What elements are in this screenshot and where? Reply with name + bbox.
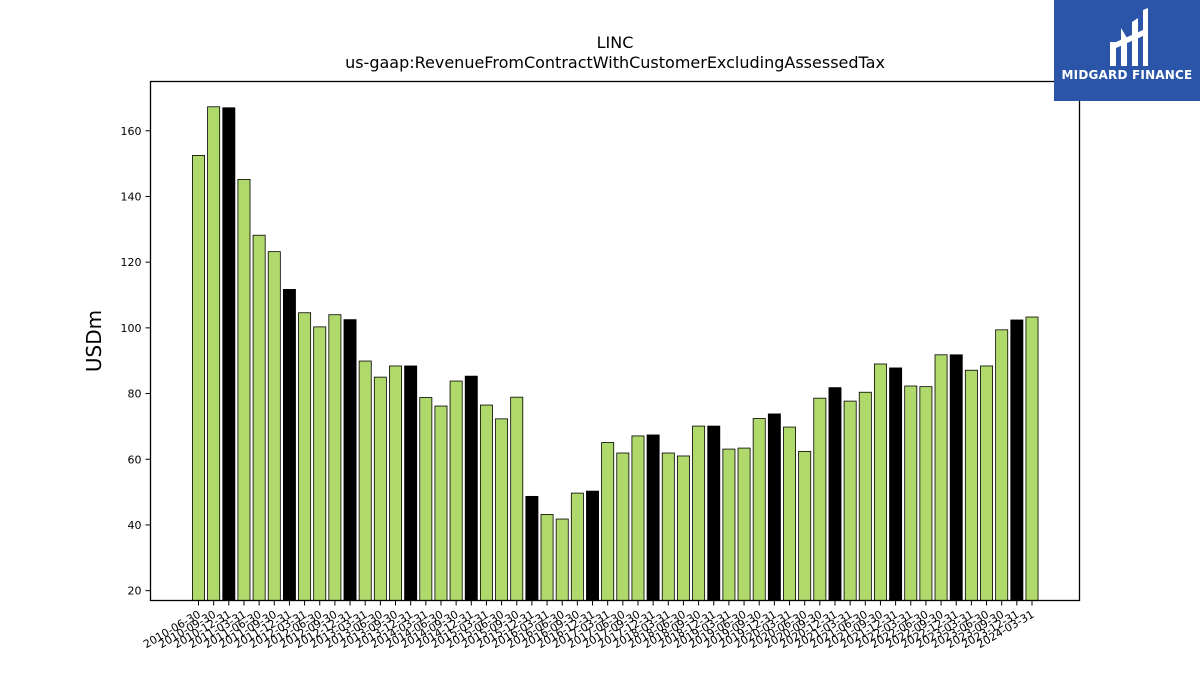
bar-2022-03-31: [904, 385, 918, 601]
bar-2015-06-30: [495, 418, 509, 601]
bar-2023-09-30: [995, 329, 1009, 601]
bar-2014-12-31: [464, 375, 478, 601]
y-tick-label: 160: [121, 125, 142, 138]
bar-2015-12-31: [525, 495, 539, 601]
bar-2013-03-31: [358, 360, 372, 601]
bar-2017-03-31: [601, 442, 615, 601]
bar-2019-06-30: [737, 447, 751, 601]
bar-2019-09-30: [752, 418, 766, 601]
bar-2017-06-30: [616, 452, 630, 601]
bar-2024-03-31: [1025, 316, 1039, 601]
bar-2020-06-30: [798, 450, 812, 601]
bar-2015-09-30: [510, 396, 524, 601]
bar-2010-06-30: [192, 155, 205, 601]
bar-2022-09-30: [934, 354, 948, 601]
x-axis-ticks: 2010-06-302010-09-302010-12-312011-03-31…: [141, 600, 1037, 651]
bar-2018-12-31: [707, 425, 721, 601]
y-tick-label: 140: [121, 190, 142, 203]
chart-subtitle: us-gaap:RevenueFromContractWithCustomerE…: [345, 53, 885, 72]
bar-2016-12-31: [586, 490, 599, 601]
bar-2013-06-30: [373, 376, 387, 601]
bar-2010-12-31: [222, 107, 236, 601]
bar-2018-09-30: [692, 425, 706, 601]
bar-2021-06-30: [858, 391, 872, 601]
bar-2013-12-31: [404, 365, 418, 601]
bar-2021-03-31: [843, 400, 857, 601]
bar-2011-06-30: [252, 234, 266, 601]
bar-2011-03-31: [237, 178, 251, 601]
bar-2011-12-31: [282, 289, 296, 601]
brand-logo: MIDGARD FINANCE: [1054, 0, 1200, 101]
bar-2019-03-31: [722, 448, 736, 601]
bars-group: [192, 106, 1039, 601]
bar-2014-03-31: [419, 397, 433, 601]
bar-2012-06-30: [313, 326, 327, 601]
bar-2012-12-31: [343, 319, 357, 601]
bar-2013-09-30: [389, 365, 402, 601]
bar-2020-12-31: [828, 387, 842, 601]
brand-name: MIDGARD FINANCE: [1061, 68, 1193, 82]
bar-2019-12-31: [767, 413, 781, 601]
bar-2023-06-30: [980, 365, 993, 601]
y-axis-ticks: 20 40 60 80 100 120 140 160: [121, 125, 151, 598]
bar-2023-03-31: [964, 369, 978, 601]
plot-frame: [149, 80, 1081, 602]
bar-2017-12-31: [646, 434, 660, 601]
y-tick-label: 80: [128, 388, 142, 401]
bar-2017-09-30: [631, 435, 645, 601]
bar-2014-06-30: [434, 405, 448, 601]
y-tick-label: 60: [128, 453, 142, 466]
bar-2023-12-31: [1010, 319, 1024, 601]
bar-2015-03-31: [479, 404, 493, 601]
y-tick-label: 20: [128, 585, 142, 598]
bar-2016-03-31: [540, 514, 554, 601]
bar-2022-06-30: [919, 386, 933, 601]
brand-logo-icon: [1110, 8, 1148, 66]
chart-title: LINC: [597, 33, 634, 52]
bar-2014-09-30: [449, 380, 463, 601]
y-tick-label: 40: [128, 519, 142, 532]
y-axis-label: USDm: [82, 310, 106, 372]
bar-2021-12-31: [889, 367, 903, 601]
bar-2012-09-30: [328, 314, 342, 601]
bar-2016-06-30: [555, 518, 569, 601]
bar-2016-09-30: [570, 492, 584, 601]
bar-2018-03-31: [661, 452, 675, 601]
bar-2021-09-30: [873, 363, 887, 601]
bar-2010-09-30: [207, 106, 221, 601]
bar-2020-03-31: [783, 426, 796, 601]
bar-2022-12-31: [949, 354, 963, 601]
bar-2020-09-30: [813, 397, 827, 601]
bar-2018-06-30: [676, 455, 690, 601]
y-tick-label: 120: [121, 256, 142, 269]
y-tick-label: 100: [121, 322, 142, 335]
bar-2011-09-30: [267, 251, 281, 601]
bar-2012-03-31: [298, 312, 312, 601]
